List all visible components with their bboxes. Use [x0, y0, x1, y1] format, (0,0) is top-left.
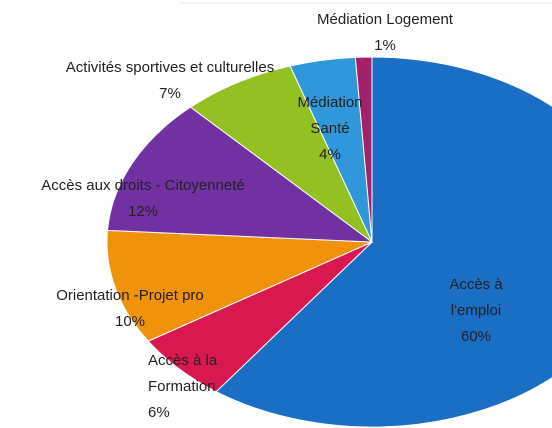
category-label: Médiation Logement [317, 11, 453, 28]
category-label: Accès aux droits - Citoyenneté [41, 177, 245, 194]
slice-label: Médiation Logement 1% [260, 7, 510, 59]
slice-label: Médiation Santé 4% [290, 90, 370, 168]
slice-label: Orientation -Projet pro 10% [20, 283, 240, 335]
value-label: 12% [127, 203, 159, 220]
slice-label: Activités sportives et culturelles 7% [20, 55, 320, 107]
pie-slice [215, 56, 552, 428]
category-label: Orientation -Projet pro [56, 287, 204, 304]
value-label: 6% [148, 404, 170, 421]
pie-slice [354, 56, 373, 243]
value-label: 60% [460, 328, 492, 345]
slice-label: Accès à l'emploi 60% [436, 272, 516, 350]
slice-label: Accès à la Formation 6% [148, 348, 243, 426]
slice-label: Accès aux droits - Citoyenneté 12% [0, 173, 286, 225]
value-label: 1% [374, 37, 396, 54]
value-label: 7% [159, 85, 181, 102]
category-label: Activités sportives et culturelles [65, 59, 275, 76]
pie-slice [106, 229, 373, 342]
value-label: 10% [114, 313, 146, 330]
pie-slice [106, 106, 374, 243]
value-label: 4% [319, 146, 341, 163]
category-label: Accès à l'emploi [449, 276, 503, 319]
pie-slice [189, 65, 373, 243]
category-label: Accès à la Formation [148, 352, 218, 395]
category-label: Médiation Santé [297, 94, 363, 137]
